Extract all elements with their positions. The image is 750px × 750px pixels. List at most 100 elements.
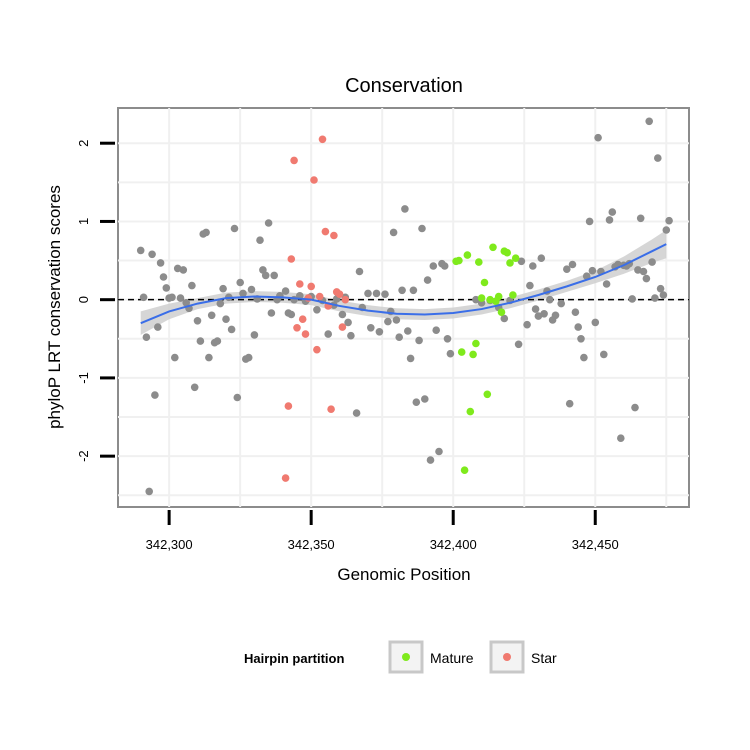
point-star <box>296 280 304 288</box>
point-star <box>338 323 347 331</box>
x-axis: 342,300 342,350 342,400 342,450 <box>146 510 619 552</box>
point-star <box>341 295 350 304</box>
legend-dot-mature <box>402 653 410 661</box>
point-other <box>662 226 671 234</box>
point-other <box>517 257 526 266</box>
point-other <box>352 409 361 417</box>
legend-label-star: Star <box>531 650 557 666</box>
point-mature <box>509 291 517 299</box>
point-other <box>139 293 148 302</box>
point-other <box>571 308 580 317</box>
point-mature <box>506 259 514 267</box>
y-axis: -2 -1 0 1 2 <box>76 140 115 462</box>
point-other <box>588 266 597 275</box>
point-mature <box>460 466 469 475</box>
point-star <box>301 330 310 338</box>
point-other <box>500 314 509 323</box>
point-other <box>546 295 554 304</box>
point-other <box>648 258 656 266</box>
legend-dot-star <box>503 653 511 661</box>
point-other <box>398 286 406 295</box>
point-other <box>631 403 639 412</box>
point-other <box>636 214 645 223</box>
point-other <box>415 336 423 345</box>
point-other <box>205 353 213 362</box>
point-other <box>582 272 591 281</box>
point-other <box>429 262 438 270</box>
point-star <box>293 324 301 332</box>
plot-panel <box>117 107 690 508</box>
point-other <box>423 276 432 284</box>
point-mature <box>466 407 475 416</box>
point-other <box>159 273 168 281</box>
point-other <box>531 305 540 313</box>
point-other <box>628 295 636 303</box>
data-points <box>136 117 673 496</box>
point-other <box>202 228 210 237</box>
y-tick-label: 0 <box>76 296 91 303</box>
point-mature <box>455 256 463 265</box>
point-mature <box>503 248 512 257</box>
point-other <box>639 267 648 276</box>
smooth-line <box>140 243 667 325</box>
point-other <box>270 271 279 280</box>
point-other <box>617 434 625 443</box>
point-other <box>529 262 537 270</box>
point-other <box>406 354 415 363</box>
point-star <box>304 294 313 302</box>
point-star <box>310 176 318 184</box>
point-other <box>651 294 659 302</box>
y-axis-title: phyloP LRT conservation scores <box>45 185 64 429</box>
y-tick-label: -2 <box>76 450 91 462</box>
point-other <box>591 318 600 327</box>
point-mature <box>480 278 489 287</box>
point-other <box>551 311 560 320</box>
point-other <box>656 284 665 293</box>
point-mature <box>472 339 480 348</box>
legend-label-mature: Mature <box>430 650 474 666</box>
point-star <box>284 402 293 410</box>
point-other <box>392 316 401 324</box>
point-other <box>574 323 582 331</box>
y-tick-label: 1 <box>76 218 91 225</box>
point-other <box>213 337 222 345</box>
x-tick-label: 342,350 <box>288 537 335 552</box>
point-other <box>608 208 617 216</box>
point-other <box>401 205 409 213</box>
point-other <box>216 299 225 308</box>
point-other <box>313 306 321 314</box>
point-other <box>190 383 199 392</box>
point-other <box>264 219 273 227</box>
point-other <box>514 340 523 349</box>
point-other <box>136 246 145 255</box>
point-other <box>665 216 673 225</box>
point-other <box>645 117 653 126</box>
point-other <box>523 320 531 329</box>
point-other <box>324 330 333 338</box>
point-other <box>244 353 253 362</box>
point-other <box>568 260 577 269</box>
point-mature <box>469 350 477 359</box>
point-mature <box>486 295 494 304</box>
point-other <box>168 293 176 302</box>
point-other <box>142 333 151 342</box>
point-other <box>344 318 352 327</box>
x-tick-label: 342,400 <box>430 537 477 552</box>
point-mature <box>497 308 506 317</box>
x-axis-title: Genomic Position <box>337 565 470 584</box>
point-other <box>281 287 290 295</box>
point-mature <box>475 258 483 266</box>
point-other <box>594 133 602 142</box>
point-other <box>227 325 236 334</box>
point-other <box>580 353 588 362</box>
point-other <box>381 290 389 299</box>
point-star <box>330 231 338 240</box>
point-other <box>395 333 404 342</box>
point-other <box>267 309 276 317</box>
point-other <box>239 289 247 298</box>
point-other <box>148 250 156 259</box>
point-star <box>307 282 316 291</box>
point-other <box>347 331 355 340</box>
point-other <box>526 281 534 290</box>
